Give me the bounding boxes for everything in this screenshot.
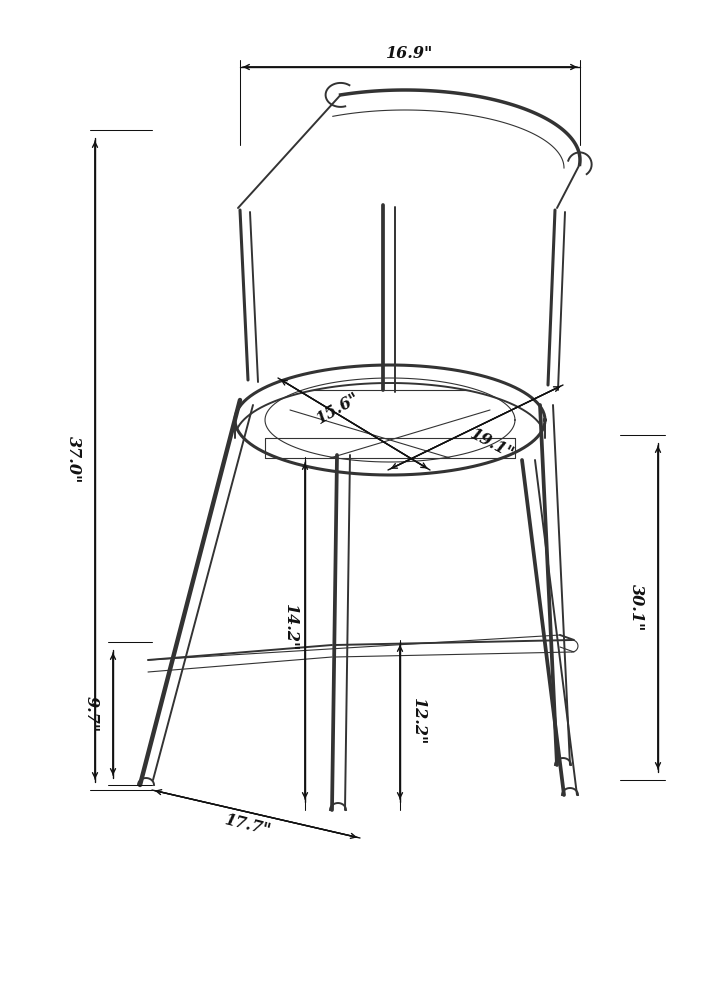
Text: 30.1": 30.1"	[628, 584, 645, 631]
Text: 12.2": 12.2"	[409, 698, 426, 746]
Text: 17.7": 17.7"	[223, 811, 273, 839]
Text: 16.9": 16.9"	[386, 44, 433, 62]
Text: 9.7": 9.7"	[83, 696, 100, 732]
Text: 37.0": 37.0"	[64, 436, 81, 484]
Text: 19.1": 19.1"	[467, 425, 517, 463]
Text: 14.2": 14.2"	[281, 604, 298, 652]
Text: 15.6": 15.6"	[313, 389, 363, 427]
